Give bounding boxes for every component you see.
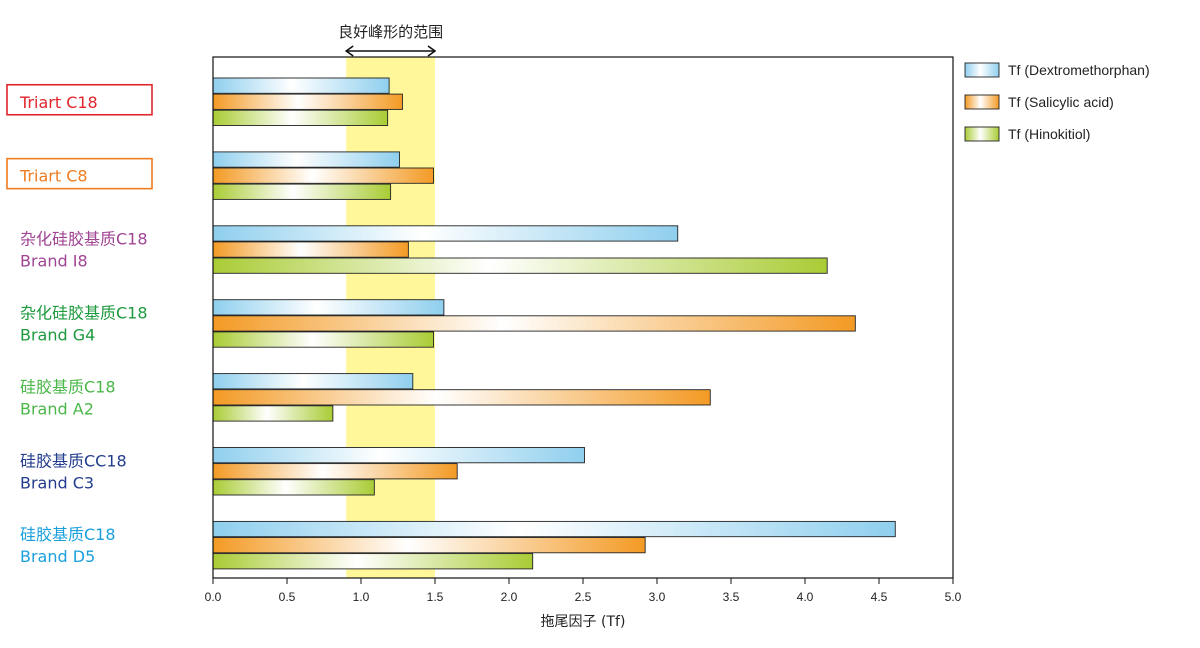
category-text: Triart C18	[19, 93, 98, 112]
legend-swatch-tf-dextromethorphan	[964, 62, 1000, 78]
x-axis: 0.0 0.5 1.0 1.5 2.0 2.5 3.0 3.5 4.0 4.5 5.0	[205, 578, 962, 604]
bar-tf-hinokitiol-3	[212, 257, 828, 274]
category-text: 杂化硅胶基质C18	[20, 303, 148, 322]
category-text: Brand G4	[20, 325, 95, 344]
bar-tf-salicylic-acid-7	[212, 537, 646, 554]
bar-tf-hinokitiol-5	[212, 405, 334, 422]
category-box	[6, 83, 153, 116]
category-label-4: 杂化硅胶基质C18 Brand G4	[20, 303, 148, 344]
annotation-arrow-head-right	[427, 45, 437, 57]
bar-tf-hinokitiol-1	[212, 109, 389, 126]
category-label-5: 硅胶基质C18 Brand A2	[20, 377, 116, 418]
category-text: 杂化硅胶基质C18	[20, 230, 148, 249]
legend-label-tf-dextromethorphan: Tf (Dextromethorphan)	[1008, 62, 1150, 78]
bar-tf-dextromethorphan-7	[212, 520, 896, 538]
bar-tf-hinokitiol-6	[212, 479, 375, 496]
annotation-label: 良好峰形的范围	[338, 23, 443, 41]
category-text: Brand C3	[20, 473, 94, 492]
bar-tf-salicylic-acid-4	[212, 315, 856, 332]
category-text: 硅胶基质CC18	[20, 451, 127, 470]
x-tick-label: 2.5	[575, 590, 592, 604]
category-text: Triart C8	[19, 167, 88, 186]
category-label-6: 硅胶基质CC18 Brand C3	[20, 451, 127, 492]
bar-tf-dextromethorphan-5	[212, 373, 414, 390]
category-label-3: 杂化硅胶基质C18 Brand I8	[20, 230, 148, 271]
category-text: Brand I8	[20, 252, 88, 271]
bar-tf-salicylic-acid-6	[212, 463, 458, 480]
bar-tf-hinokitiol-2	[212, 183, 392, 200]
legend-label-tf-hinokitiol: Tf (Hinokitiol)	[1008, 126, 1090, 142]
x-tick-label: 1.5	[427, 590, 444, 604]
category-label-7: 硅胶基质C18 Brand D5	[20, 525, 116, 566]
bar-tf-dextromethorphan-3	[212, 225, 679, 242]
bar-tf-dextromethorphan-2	[212, 151, 400, 168]
category-label-2: Triart C8	[6, 157, 153, 190]
category-text: Brand D5	[20, 547, 95, 566]
legend-label-tf-salicylic-acid: Tf (Salicylic acid)	[1008, 94, 1114, 110]
bars	[212, 77, 896, 570]
category-label-1: Triart C18	[6, 83, 153, 116]
x-tick-label: 1.0	[353, 590, 370, 604]
x-tick-label: 0.5	[279, 590, 296, 604]
x-tick-label: 2.0	[501, 590, 518, 604]
x-tick-label: 5.0	[945, 590, 962, 604]
bar-tf-hinokitiol-4	[212, 331, 434, 348]
bar-tf-hinokitiol-7	[212, 553, 534, 570]
category-text: 硅胶基质C18	[20, 525, 116, 544]
legend-swatch-tf-hinokitiol	[964, 126, 1000, 142]
bar-tf-dextromethorphan-1	[212, 77, 390, 94]
annotation: 良好峰形的范围	[338, 23, 443, 57]
bar-tf-dextromethorphan-4	[212, 299, 445, 316]
annotation-arrow-head-left	[344, 45, 354, 57]
bar-tf-salicylic-acid-3	[212, 241, 409, 258]
x-tick-label: 3.0	[649, 590, 666, 604]
legend: Tf (Dextromethorphan) Tf (Salicylic acid)…	[964, 62, 1150, 142]
x-tick-label: 4.5	[871, 590, 888, 604]
category-text: 硅胶基质C18	[20, 377, 116, 396]
x-tick-label: 0.0	[205, 590, 222, 604]
bar-tf-salicylic-acid-5	[212, 389, 711, 406]
x-tick-label: 3.5	[723, 590, 740, 604]
category-box	[6, 157, 153, 190]
legend-swatch-tf-salicylic-acid	[964, 94, 1000, 110]
category-text: Brand A2	[20, 399, 94, 418]
x-axis-label: 拖尾因子 (Tf)	[541, 614, 626, 630]
bar-tf-salicylic-acid-2	[212, 167, 434, 184]
bar-tf-salicylic-acid-1	[212, 93, 403, 110]
x-tick-label: 4.0	[797, 590, 814, 604]
bar-tf-dextromethorphan-6	[212, 447, 585, 464]
